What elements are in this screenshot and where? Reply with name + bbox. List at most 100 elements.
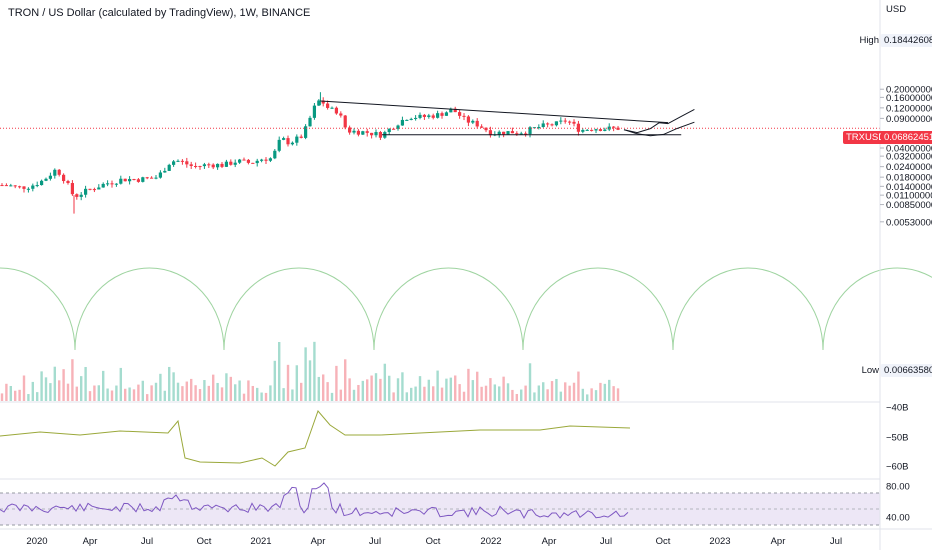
volume-bar — [216, 382, 219, 401]
volume-bar — [564, 382, 567, 401]
volume-bar — [304, 347, 307, 401]
candle-body — [502, 131, 506, 135]
candle-body — [35, 185, 39, 187]
candle-body — [211, 164, 215, 168]
volume-bar — [242, 393, 246, 401]
candle-body — [431, 115, 435, 118]
volume-bar — [31, 381, 35, 401]
volume-bar — [5, 383, 8, 401]
volume-bar — [423, 386, 426, 401]
candles — [0, 92, 880, 214]
candle-body — [119, 178, 123, 184]
candle-body — [31, 185, 35, 189]
volume-bar — [203, 380, 206, 401]
volume-bar — [300, 382, 303, 401]
volume-bar — [374, 373, 378, 401]
volume-bar — [330, 392, 334, 401]
volume-bar — [322, 374, 325, 401]
indicator-tick-label: −40B — [886, 403, 908, 414]
candle-body — [321, 100, 325, 104]
volume-bar — [106, 388, 109, 401]
price-tick-label: 0.20000000 — [886, 85, 932, 96]
candle-body — [185, 161, 189, 165]
volume-bar — [124, 388, 127, 401]
volume-bar — [44, 377, 48, 401]
candle-body — [167, 164, 171, 171]
time-axis-label: 2023 — [709, 536, 730, 547]
candle-body — [84, 188, 88, 195]
volume-bar — [546, 389, 549, 401]
volume-bar — [410, 387, 413, 401]
volume-bar — [361, 380, 365, 401]
candle-body — [458, 112, 462, 116]
candle-body — [26, 188, 31, 190]
volume-bar — [247, 380, 250, 401]
candle-body — [400, 119, 405, 126]
candle-body — [251, 162, 255, 164]
volume-bar — [75, 386, 79, 401]
indicator-tick-label: −60B — [886, 462, 908, 473]
candle-body — [418, 114, 422, 118]
cycle-arc — [0, 267, 76, 351]
candle-body — [480, 126, 484, 128]
volume-bar — [489, 378, 492, 401]
volume-bar — [159, 373, 162, 401]
volume-bar — [62, 369, 65, 401]
candle-body — [189, 164, 193, 166]
candle-body — [75, 194, 79, 197]
volume-bar — [238, 380, 241, 401]
candle-body — [246, 159, 251, 163]
volume-bar — [181, 386, 184, 401]
volume-bar — [115, 385, 118, 401]
candle-body — [563, 120, 567, 122]
price-tick-label: 0.12000000 — [886, 103, 932, 114]
volume-bar — [194, 385, 197, 401]
volume-bar — [401, 372, 404, 401]
price-tick-label: 0.04000000 — [886, 143, 932, 154]
volume-bar — [128, 387, 131, 401]
candle-body — [506, 131, 510, 135]
volume-bar — [427, 379, 431, 401]
volume-bar — [141, 380, 145, 401]
candle-body — [541, 123, 545, 127]
candle-body — [150, 177, 154, 179]
cycle-arc — [74, 267, 225, 351]
candle-body — [427, 115, 431, 117]
candle-body — [422, 114, 427, 117]
candle-body — [348, 127, 352, 133]
candle-body — [449, 108, 453, 113]
candle-body — [277, 139, 281, 151]
volume-bar — [498, 386, 501, 401]
volume-bar — [515, 393, 519, 401]
volume-bar — [84, 366, 87, 401]
volume-bar — [471, 380, 475, 401]
candle-body — [497, 131, 501, 135]
candle-body — [532, 127, 537, 129]
candle-body — [66, 181, 70, 184]
candle-body — [585, 129, 589, 131]
volume-bar — [172, 372, 175, 401]
time-axis-label: Jul — [141, 536, 153, 547]
candle-body — [550, 124, 554, 126]
volume-bar — [348, 378, 351, 401]
projection-path — [623, 108, 695, 134]
volume-bar — [440, 387, 444, 401]
candle-body — [198, 166, 202, 168]
candle-body — [9, 185, 13, 187]
candle-body — [370, 132, 374, 136]
candle-body — [537, 126, 541, 128]
candle-body — [136, 179, 141, 182]
volume-bar — [383, 363, 387, 401]
obv-line — [0, 410, 631, 467]
currency-label: USD — [886, 4, 907, 15]
candle-body — [123, 178, 127, 182]
volume-bar — [212, 374, 215, 401]
candle-body — [145, 177, 149, 179]
volume-bar — [295, 365, 299, 401]
candle-body — [471, 120, 475, 123]
time-axis-label: Jul — [600, 536, 612, 547]
volume-bar — [282, 388, 285, 401]
candle-body — [546, 123, 550, 125]
